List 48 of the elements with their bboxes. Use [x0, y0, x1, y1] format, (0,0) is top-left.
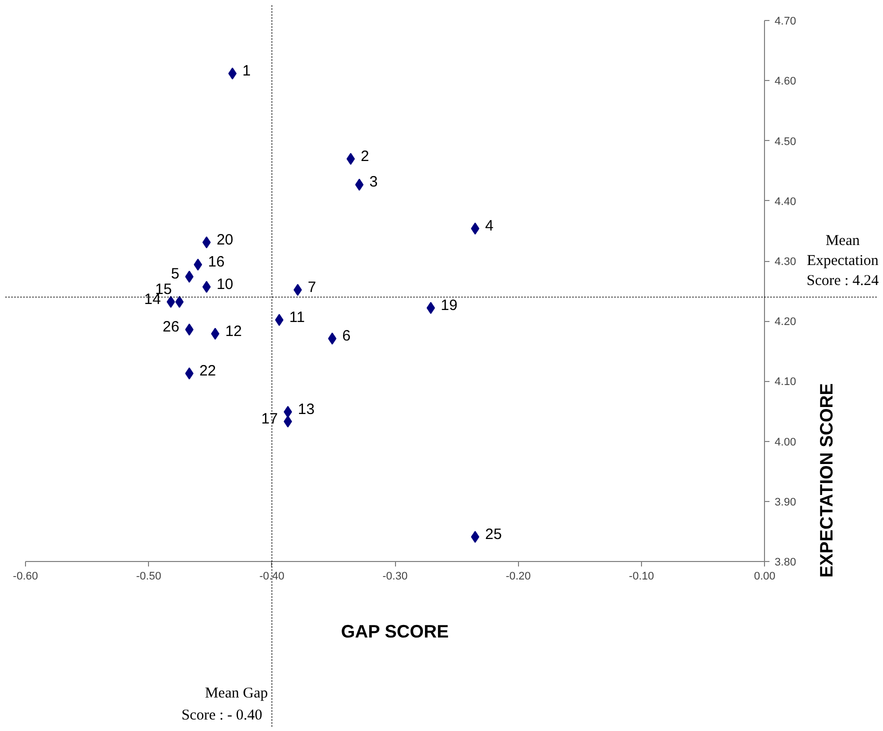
annotation: 22 — [199, 362, 216, 380]
x-tick-label: -0.10 — [628, 570, 654, 583]
y-axis-title: EXPECTATION SCORE — [816, 383, 837, 578]
y-tick-label: 4.10 — [774, 376, 796, 388]
point — [194, 258, 202, 271]
annotation: 17 — [261, 410, 278, 428]
point — [470, 530, 480, 543]
ref-line-label: Mean Expectation Score : 4.24 — [806, 233, 880, 290]
x-tick-label: -0.30 — [382, 570, 408, 583]
annotation: 7 — [308, 278, 316, 296]
annotation: 10 — [216, 276, 234, 293]
annotation: 12 — [225, 322, 242, 340]
annotation: 26 — [162, 318, 180, 336]
x-tick-label: -0.50 — [136, 570, 162, 583]
x-axis-title: GAP SCORE — [341, 622, 449, 642]
y-tick-label: 4.30 — [774, 256, 796, 268]
x-tick-label: -0.40 — [259, 570, 284, 583]
y-tick-label: 3.90 — [774, 496, 796, 508]
annotation: 19 — [440, 296, 458, 314]
point — [202, 236, 211, 248]
point — [202, 280, 211, 293]
point — [470, 222, 480, 235]
annotation: 20 — [216, 231, 234, 248]
x-tick-label: -0.60 — [12, 570, 38, 583]
annotation: 11 — [289, 308, 305, 326]
ref-line-label: Mean Gap Score : - 0.40 — [181, 686, 268, 724]
annotation: 25 — [485, 526, 502, 543]
annotation: 2 — [360, 148, 370, 165]
y-tick-label: 4.00 — [774, 436, 796, 448]
annotation: 13 — [298, 400, 315, 418]
annotation: 5 — [170, 266, 180, 283]
point — [175, 296, 184, 308]
x-tick-label: 0.00 — [754, 570, 776, 583]
y-tick-label: 4.60 — [774, 76, 796, 88]
annotation: 1 — [242, 62, 251, 80]
annotation: 16 — [208, 254, 225, 271]
y-tick-label: 3.80 — [774, 556, 796, 569]
annotation: 4 — [485, 218, 494, 235]
y-tick-label: 4.70 — [774, 16, 796, 28]
y-tick-label: 4.50 — [774, 136, 796, 148]
point — [284, 406, 292, 418]
point — [228, 68, 237, 80]
y-tick-label: 4.40 — [774, 196, 796, 208]
y-tick-label: 4.20 — [774, 316, 796, 328]
point — [284, 416, 292, 428]
annotation: 3 — [369, 174, 378, 191]
annotation: 6 — [342, 328, 351, 345]
x-tick-label: -0.20 — [506, 570, 531, 583]
